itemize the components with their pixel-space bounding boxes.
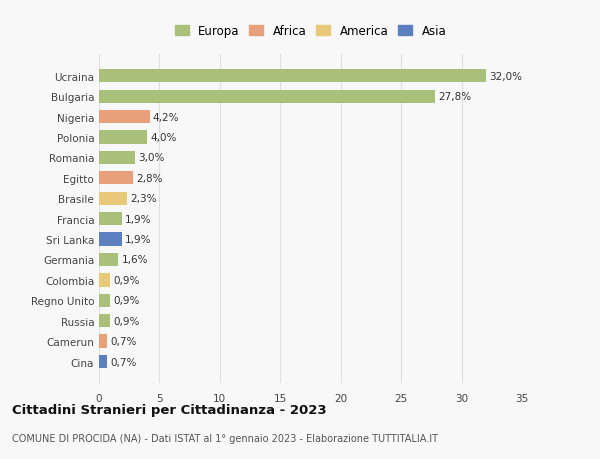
Bar	[99, 233, 122, 246]
Bar	[99, 335, 107, 348]
Bar	[99, 314, 110, 328]
Bar	[99, 90, 435, 104]
Text: COMUNE DI PROCIDA (NA) - Dati ISTAT al 1° gennaio 2023 - Elaborazione TUTTITALIA: COMUNE DI PROCIDA (NA) - Dati ISTAT al 1…	[12, 433, 438, 442]
Bar	[99, 151, 135, 165]
Text: 2,8%: 2,8%	[136, 174, 163, 184]
Text: 0,9%: 0,9%	[113, 275, 139, 285]
Text: 4,2%: 4,2%	[153, 112, 179, 123]
Bar	[99, 172, 133, 185]
Bar	[99, 111, 150, 124]
Text: 0,9%: 0,9%	[113, 316, 139, 326]
Text: 27,8%: 27,8%	[438, 92, 471, 102]
Text: 32,0%: 32,0%	[489, 72, 522, 82]
Bar	[99, 253, 118, 267]
Text: 1,6%: 1,6%	[121, 255, 148, 265]
Text: 4,0%: 4,0%	[151, 133, 177, 143]
Text: 0,9%: 0,9%	[113, 296, 139, 306]
Bar	[99, 131, 148, 144]
Text: 3,0%: 3,0%	[138, 153, 164, 163]
Text: 0,7%: 0,7%	[110, 357, 137, 367]
Bar	[99, 294, 110, 307]
Bar	[99, 274, 110, 287]
Bar	[99, 192, 127, 206]
Legend: Europa, Africa, America, Asia: Europa, Africa, America, Asia	[171, 22, 450, 42]
Text: 1,9%: 1,9%	[125, 214, 151, 224]
Text: 0,7%: 0,7%	[110, 336, 137, 347]
Text: 2,3%: 2,3%	[130, 194, 157, 204]
Text: Cittadini Stranieri per Cittadinanza - 2023: Cittadini Stranieri per Cittadinanza - 2…	[12, 403, 326, 416]
Bar	[99, 70, 486, 83]
Bar	[99, 213, 122, 226]
Bar	[99, 355, 107, 368]
Text: 1,9%: 1,9%	[125, 235, 151, 245]
